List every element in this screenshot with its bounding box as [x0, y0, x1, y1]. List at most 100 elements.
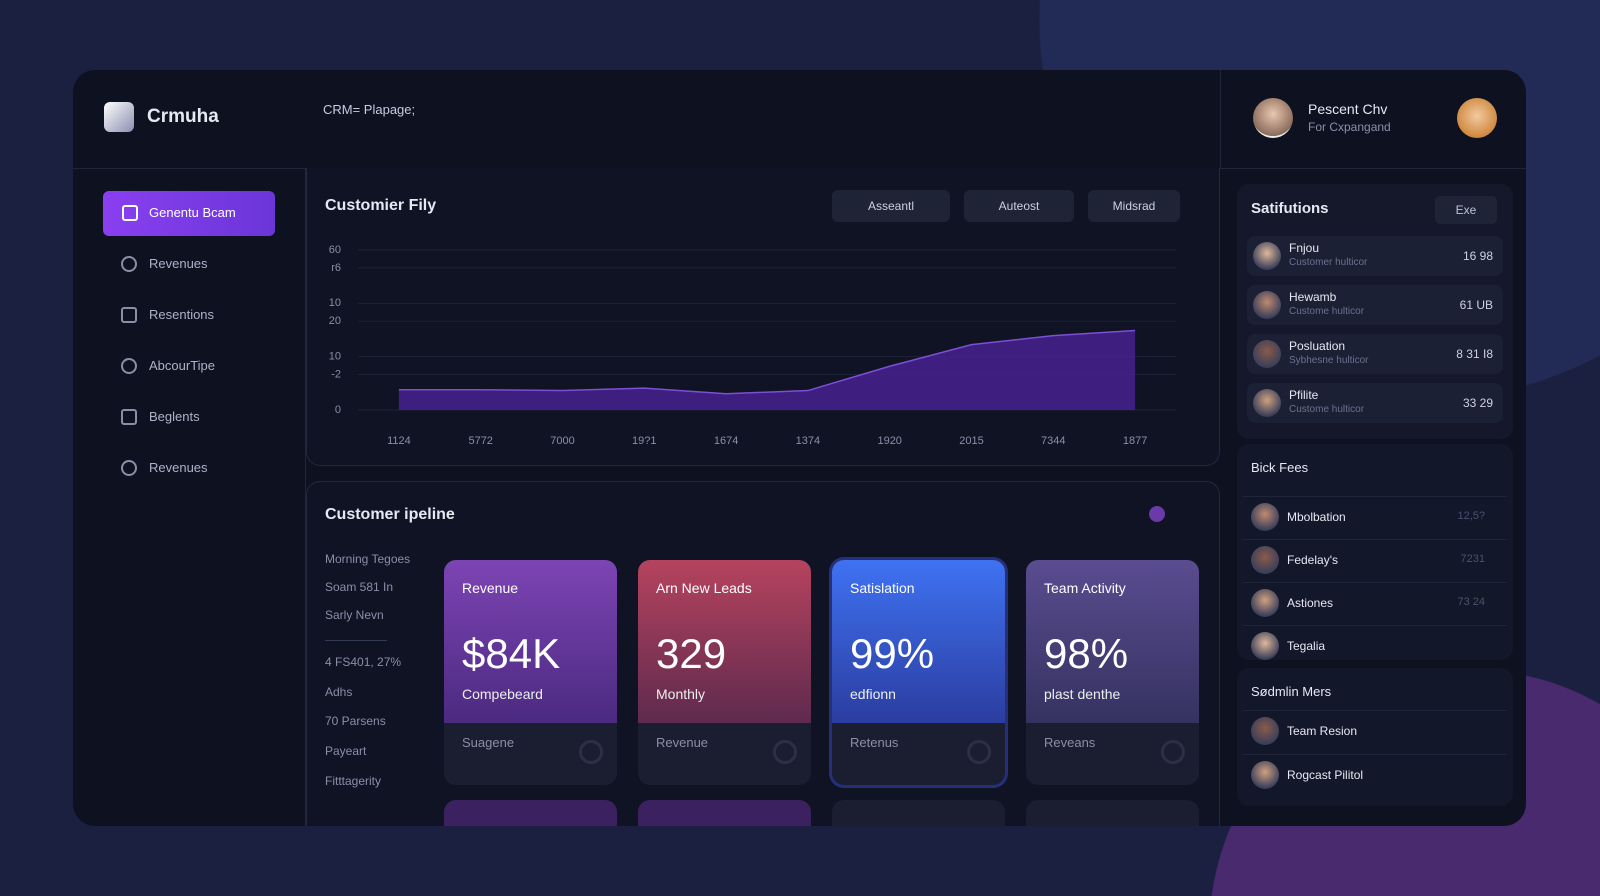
x-tick-label: 1674 [714, 435, 738, 447]
metric-caption: plast denthe [1044, 686, 1121, 702]
list-row[interactable]: Mbolbation 12,5? [1243, 496, 1507, 536]
spinner [1161, 740, 1185, 764]
metric-card-next [444, 800, 617, 826]
satisfaction-card: Satifutions Exe Fnjou Customer hulticor 16 9… [1237, 184, 1513, 439]
avatar [1253, 242, 1281, 270]
metric-footer: Retenus [850, 735, 899, 750]
metric-title: Team Activity [1044, 580, 1126, 596]
metric-caption: Compebeard [462, 686, 543, 702]
nav-icon [121, 409, 137, 425]
metric-value: 329 [656, 630, 727, 677]
list-row[interactable]: Astiones 73 24 [1243, 582, 1507, 622]
list-row[interactable]: Fedelay's 7231 [1243, 539, 1507, 579]
pipeline-note: Soam 581 In [325, 580, 394, 594]
list-row[interactable]: Rogcast Pilitol [1243, 754, 1507, 794]
avatar[interactable] [1457, 98, 1497, 138]
avatar [1251, 503, 1279, 531]
list-row[interactable]: Team Resion [1243, 710, 1507, 750]
metric-card-next [832, 800, 1005, 826]
chart-card: Customier Fily 0 -2 10 20 10 r6 60 1124 5772 7000… [306, 168, 1220, 466]
list-row[interactable]: Pfilite Custome hulticor 33 29 [1247, 383, 1503, 423]
nav-label: AbcourTipe [149, 358, 215, 373]
metric-card[interactable]: Team Activity 98% plast denthe Reveans [1026, 560, 1199, 785]
nav-label: Genentu Bcam [149, 205, 236, 220]
metric-title: Revenue [462, 580, 519, 596]
row-role: Custome hulticor [1289, 306, 1365, 317]
user-role: For Cxpangand [1308, 120, 1391, 134]
nav-item[interactable]: AbcourTipe [103, 344, 275, 389]
user-name: Pescent Chv [1308, 101, 1388, 117]
nav-item[interactable]: Revenues [103, 242, 275, 287]
avatar[interactable] [1253, 98, 1293, 138]
metric-card[interactable]: Satislation 99% edfionn Retenus [832, 560, 1005, 785]
pipeline-note: Fitttagerity [325, 774, 382, 788]
list-row[interactable]: Posluation Sybhesne hulticor 8 31 I8 [1247, 334, 1503, 374]
pipeline-note: Adhs [325, 685, 353, 699]
metric-card[interactable]: Revenue $84K Compebeard Suagene [444, 560, 617, 785]
status-dot[interactable] [1149, 506, 1165, 522]
row-value: 8 31 I8 [1456, 347, 1493, 361]
avatar [1253, 291, 1281, 319]
x-tick-label: 7000 [550, 435, 574, 447]
sidebar-divider [305, 168, 306, 826]
filter-label: Auteost [998, 199, 1040, 213]
nav-item[interactable]: Resentions [103, 293, 275, 338]
y-tick-label: 0 [335, 404, 341, 416]
chart: 0 -2 10 20 10 r6 60 1124 5772 7000 19?1 1674 1374 192… [329, 244, 1176, 447]
metric-top [638, 560, 811, 723]
list-row[interactable]: Fnjou Customer hulticor 16 98 [1247, 236, 1503, 276]
row-name: Team Resion [1287, 724, 1358, 738]
y-tick-label: 20 [329, 315, 341, 327]
nav-icon [121, 460, 137, 476]
nav-label: Resentions [149, 307, 215, 322]
metric-footer: Revenue [656, 735, 709, 750]
row-name: Posluation [1289, 339, 1346, 353]
metric-title: Satislation [850, 580, 915, 596]
avatar [1251, 717, 1279, 745]
button-label: Exe [1455, 203, 1477, 217]
filter-button[interactable]: Auteost [964, 190, 1074, 222]
row-name: Fnjou [1289, 241, 1320, 255]
filter-button[interactable]: Midsrad [1088, 190, 1180, 222]
x-tick-label: 2015 [959, 435, 983, 447]
x-tick-label: 1124 [387, 435, 411, 447]
section-title: Satifutions [1251, 200, 1329, 217]
chart-title: Customier Fily [325, 197, 437, 214]
list-row[interactable]: Hewamb Custome hulticor 61 UB [1247, 285, 1503, 325]
header-divider [1220, 70, 1221, 168]
nav-item[interactable]: Beglents [103, 395, 275, 440]
nav-label: Revenues [149, 256, 208, 271]
nav-item[interactable]: Revenues [103, 446, 275, 491]
section-title: Sødmlin Mers [1251, 684, 1332, 699]
metric-value: 98% [1044, 630, 1129, 677]
pipeline-note: Payeart [325, 744, 367, 758]
nav-item[interactable]: Genentu Bcam [103, 191, 275, 236]
metric-footer: Reveans [1044, 735, 1096, 750]
nav-icon [121, 256, 137, 272]
filter-button[interactable]: Asseantl [832, 190, 950, 222]
nav-icon [121, 307, 137, 323]
row-name: Tegalia [1287, 639, 1326, 653]
filter-label: Asseantl [867, 199, 915, 213]
metric-card[interactable]: Arn New Leads 329 Monthly Revenue [638, 560, 811, 785]
metric-value: 99% [850, 630, 935, 677]
metric-caption: Monthly [656, 686, 706, 702]
y-tick-label: r6 [331, 262, 341, 274]
pipeline-note: Morning Tegoes [325, 552, 411, 566]
breadcrumb[interactable]: CRM= Plapage; [323, 102, 416, 117]
pipeline-card: Customer ipeline Morning Tegoes Soam 581 … [306, 481, 1220, 826]
row-name: Pfilite [1289, 388, 1319, 402]
filter-label: Midsrad [1112, 199, 1156, 213]
metric-card-next [638, 800, 811, 826]
list-row[interactable]: Tegalia [1243, 625, 1507, 665]
y-tick-label: 60 [329, 244, 341, 256]
row-value: 73 24 [1457, 596, 1485, 608]
button[interactable]: Exe [1435, 196, 1497, 224]
row-role: Sybhesne hulticor [1289, 355, 1369, 366]
pipeline-title: Customer ipeline [325, 506, 455, 523]
spinner [967, 740, 991, 764]
row-name: Mbolbation [1287, 510, 1346, 524]
avatar [1253, 389, 1281, 417]
avatar [1251, 761, 1279, 789]
